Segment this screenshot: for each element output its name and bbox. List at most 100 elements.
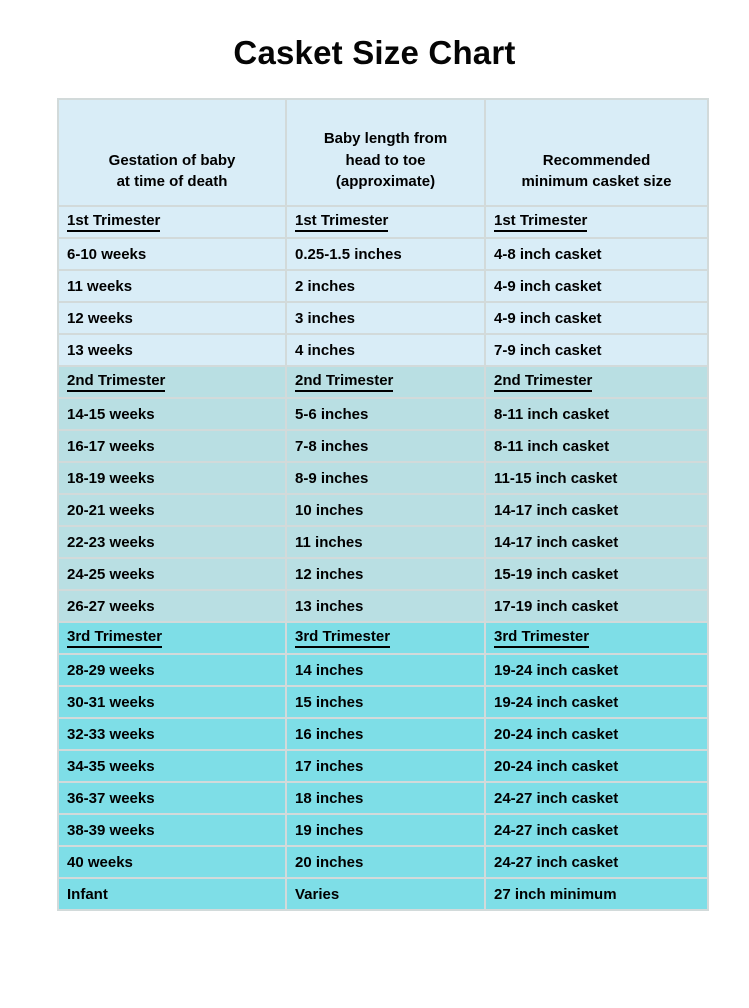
table-row: 28-29 weeks 14 inches 19-24 inch casket [57, 653, 709, 687]
table-cell: 12 inches [285, 557, 486, 591]
table-cell: 13 weeks [57, 333, 287, 367]
table-cell: 2 inches [285, 269, 486, 303]
table-cell: 15 inches [285, 685, 486, 719]
table-cell: 11 weeks [57, 269, 287, 303]
table-cell: 14-17 inch casket [484, 525, 709, 559]
table-cell: 19-24 inch casket [484, 685, 709, 719]
table-cell: 13 inches [285, 589, 486, 623]
section-label: 3rd Trimester [67, 628, 163, 649]
table-cell: 32-33 weeks [57, 717, 287, 751]
table-cell: 24-27 inch casket [484, 781, 709, 815]
table-cell: 6-10 weeks [57, 237, 287, 271]
page-title: Casket Size Chart [233, 34, 516, 71]
table-cell: 14 inches [285, 653, 486, 687]
table-cell: 27 inch minimum [484, 877, 709, 911]
table-cell: 24-27 inch casket [484, 845, 709, 879]
table-cell: 14-17 inch casket [484, 493, 709, 527]
table-cell: 24-27 inch casket [484, 813, 709, 847]
section-header-row: 2nd Trimester 2nd Trimester 2nd Trimester [57, 365, 709, 399]
table-cell: Varies [285, 877, 486, 911]
header-row: Gestation of baby at time of death Baby … [57, 98, 709, 207]
table-row: 13 weeks 4 inches 7-9 inch casket [57, 333, 709, 367]
table-cell: 22-23 weeks [57, 525, 287, 559]
table-header: Gestation of baby at time of death Baby … [57, 98, 709, 207]
section-label-cell: 2nd Trimester [484, 365, 709, 399]
table-cell: 4 inches [285, 333, 486, 367]
table-row: 11 weeks 2 inches 4-9 inch casket [57, 269, 709, 303]
table-cell: 7-9 inch casket [484, 333, 709, 367]
section-header-row: 3rd Trimester 3rd Trimester 3rd Trimester [57, 621, 709, 655]
section-label: 3rd Trimester [295, 628, 391, 649]
table-cell: 12 weeks [57, 301, 287, 335]
table-cell: 0.25-1.5 inches [285, 237, 486, 271]
table-cell: 16 inches [285, 717, 486, 751]
table-cell: 20 inches [285, 845, 486, 879]
table-cell: 19 inches [285, 813, 486, 847]
table-cell: Infant [57, 877, 287, 911]
section-label: 1st Trimester [295, 212, 389, 233]
table-row: 22-23 weeks 11 inches 14-17 inch casket [57, 525, 709, 559]
table-row: 34-35 weeks 17 inches 20-24 inch casket [57, 749, 709, 783]
table-row: 32-33 weeks 16 inches 20-24 inch casket [57, 717, 709, 751]
table-row: Infant Varies 27 inch minimum [57, 877, 709, 911]
section-label-cell: 1st Trimester [285, 205, 486, 239]
table-row: 12 weeks 3 inches 4-9 inch casket [57, 301, 709, 335]
table-cell: 40 weeks [57, 845, 287, 879]
table-cell: 5-6 inches [285, 397, 486, 431]
table-row: 14-15 weeks 5-6 inches 8-11 inch casket [57, 397, 709, 431]
table-cell: 11-15 inch casket [484, 461, 709, 495]
section-label-cell: 3rd Trimester [57, 621, 287, 655]
table-row: 6-10 weeks 0.25-1.5 inches 4-8 inch casket [57, 237, 709, 271]
table-cell: 20-24 inch casket [484, 717, 709, 751]
section-label-cell: 2nd Trimester [285, 365, 486, 399]
section-label: 2nd Trimester [67, 372, 166, 393]
section-header-row: 1st Trimester 1st Trimester 1st Trimester [57, 205, 709, 239]
casket-table-body: 1st Trimester 1st Trimester 1st Trimester 6… [57, 205, 709, 911]
section-label-cell: 2nd Trimester [57, 365, 287, 399]
table-cell: 17 inches [285, 749, 486, 783]
casket-size-table: Gestation of baby at time of death Baby … [57, 98, 709, 911]
section-label-cell: 3rd Trimester [484, 621, 709, 655]
table-cell: 4-8 inch casket [484, 237, 709, 271]
table-row: 26-27 weeks 13 inches 17-19 inch casket [57, 589, 709, 623]
section-label: 3rd Trimester [494, 628, 590, 649]
section-label: 2nd Trimester [295, 372, 394, 393]
table-cell: 8-11 inch casket [484, 429, 709, 463]
column-header-baby-length: Baby length from head to toe (approximat… [285, 98, 486, 207]
table-cell: 30-31 weeks [57, 685, 287, 719]
table-row: 40 weeks 20 inches 24-27 inch casket [57, 845, 709, 879]
table-cell: 4-9 inch casket [484, 269, 709, 303]
table-row: 24-25 weeks 12 inches 15-19 inch casket [57, 557, 709, 591]
table-cell: 19-24 inch casket [484, 653, 709, 687]
table-row: 38-39 weeks 19 inches 24-27 inch casket [57, 813, 709, 847]
table-row: 16-17 weeks 7-8 inches 8-11 inch casket [57, 429, 709, 463]
table-cell: 20-24 inch casket [484, 749, 709, 783]
table-cell: 4-9 inch casket [484, 301, 709, 335]
section-label-cell: 3rd Trimester [285, 621, 486, 655]
table-cell: 11 inches [285, 525, 486, 559]
table-row: 36-37 weeks 18 inches 24-27 inch casket [57, 781, 709, 815]
table-cell: 15-19 inch casket [484, 557, 709, 591]
table-cell: 17-19 inch casket [484, 589, 709, 623]
table-row: 20-21 weeks 10 inches 14-17 inch casket [57, 493, 709, 527]
table-cell: 16-17 weeks [57, 429, 287, 463]
table-cell: 8-9 inches [285, 461, 486, 495]
table-cell: 38-39 weeks [57, 813, 287, 847]
table-cell: 20-21 weeks [57, 493, 287, 527]
section-label: 2nd Trimester [494, 372, 593, 393]
table-cell: 7-8 inches [285, 429, 486, 463]
table-cell: 34-35 weeks [57, 749, 287, 783]
table-cell: 10 inches [285, 493, 486, 527]
table-row: 30-31 weeks 15 inches 19-24 inch casket [57, 685, 709, 719]
table-cell: 8-11 inch casket [484, 397, 709, 431]
column-header-casket-size: Recommended minimum casket size [484, 98, 709, 207]
column-header-gestation: Gestation of baby at time of death [57, 98, 287, 207]
section-label-cell: 1st Trimester [484, 205, 709, 239]
table-cell: 3 inches [285, 301, 486, 335]
section-label: 1st Trimester [67, 212, 161, 233]
table-cell: 18-19 weeks [57, 461, 287, 495]
table-cell: 36-37 weeks [57, 781, 287, 815]
section-label: 1st Trimester [494, 212, 588, 233]
table-cell: 26-27 weeks [57, 589, 287, 623]
